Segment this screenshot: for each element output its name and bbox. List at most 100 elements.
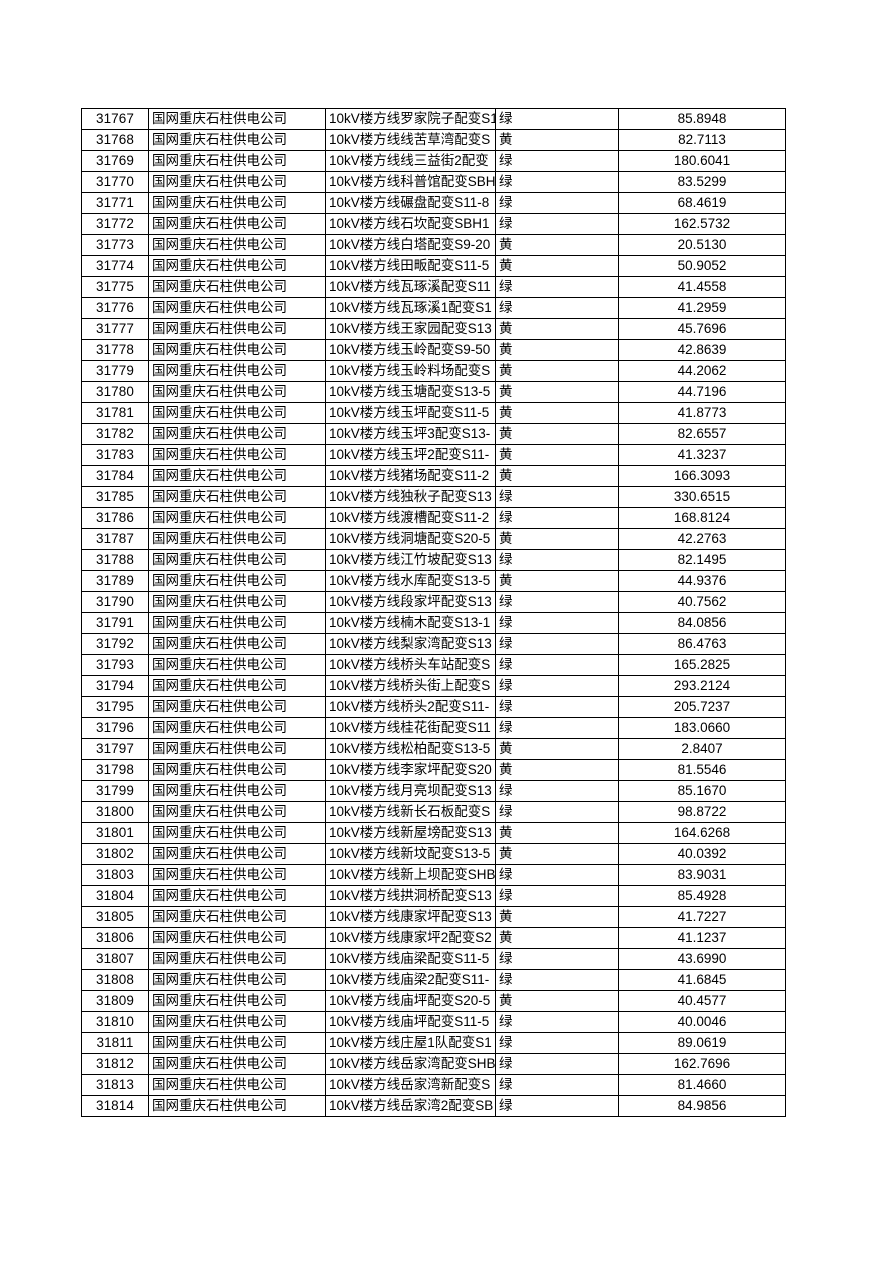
cell-color-label[interactable]: 绿 [495,801,619,823]
cell-color-label[interactable]: 绿 [495,108,619,130]
cell-value[interactable]: 20.5130 [618,234,786,256]
cell-value[interactable]: 85.1670 [618,780,786,802]
cell-record-id[interactable]: 31798 [81,759,149,781]
cell-color-label[interactable]: 黄 [495,906,619,928]
cell-device-name[interactable]: 10kV楼方线李家坪配变S20 [325,759,496,781]
cell-color-label[interactable]: 绿 [495,696,619,718]
cell-value[interactable]: 41.2959 [618,297,786,319]
cell-value[interactable]: 68.4619 [618,192,786,214]
cell-value[interactable]: 166.3093 [618,465,786,487]
cell-value[interactable]: 86.4763 [618,633,786,655]
cell-organization[interactable]: 国网重庆石柱供电公司 [148,150,326,172]
cell-device-name[interactable]: 10kV楼方线瓦琢溪1配变S1 [325,297,496,319]
cell-record-id[interactable]: 31779 [81,360,149,382]
cell-organization[interactable]: 国网重庆石柱供电公司 [148,990,326,1012]
cell-value[interactable]: 44.9376 [618,570,786,592]
cell-organization[interactable]: 国网重庆石柱供电公司 [148,801,326,823]
cell-color-label[interactable]: 黄 [495,528,619,550]
cell-record-id[interactable]: 31780 [81,381,149,403]
cell-color-label[interactable]: 黄 [495,255,619,277]
table-row[interactable]: 31773 国网重庆石柱供电公司 10kV楼方线白塔配变S9-20 黄 20.5130 [81,234,786,256]
table-row[interactable]: 31790 国网重庆石柱供电公司 10kV楼方线段家坪配变S13 绿 40.7562 [81,591,786,613]
cell-device-name[interactable]: 10kV楼方线田畈配变S11-5 [325,255,496,277]
cell-device-name[interactable]: 10kV楼方线渡槽配变S11-2 [325,507,496,529]
cell-organization[interactable]: 国网重庆石柱供电公司 [148,549,326,571]
table-row[interactable]: 31778 国网重庆石柱供电公司 10kV楼方线玉岭配变S9-50 黄 42.8639 [81,339,786,361]
cell-color-label[interactable]: 绿 [495,192,619,214]
cell-color-label[interactable]: 绿 [495,969,619,991]
cell-organization[interactable]: 国网重庆石柱供电公司 [148,276,326,298]
cell-record-id[interactable]: 31771 [81,192,149,214]
cell-organization[interactable]: 国网重庆石柱供电公司 [148,612,326,634]
cell-value[interactable]: 41.1237 [618,927,786,949]
table-row[interactable]: 31791 国网重庆石柱供电公司 10kV楼方线楠木配变S13-1 绿 84.0856 [81,612,786,634]
cell-organization[interactable]: 国网重庆石柱供电公司 [148,843,326,865]
cell-record-id[interactable]: 31775 [81,276,149,298]
cell-device-name[interactable]: 10kV楼方线线苦草湾配变S [325,129,496,151]
cell-value[interactable]: 44.7196 [618,381,786,403]
cell-record-id[interactable]: 31773 [81,234,149,256]
cell-value[interactable]: 205.7237 [618,696,786,718]
cell-device-name[interactable]: 10kV楼方线水库配变S13-5 [325,570,496,592]
cell-organization[interactable]: 国网重庆石柱供电公司 [148,444,326,466]
cell-record-id[interactable]: 31797 [81,738,149,760]
cell-value[interactable]: 183.0660 [618,717,786,739]
cell-color-label[interactable]: 绿 [495,1074,619,1096]
table-row[interactable]: 31814 国网重庆石柱供电公司 10kV楼方线岳家湾2配变SB 绿 84.9856 [81,1095,786,1117]
cell-value[interactable]: 83.5299 [618,171,786,193]
cell-record-id[interactable]: 31778 [81,339,149,361]
cell-device-name[interactable]: 10kV楼方线庄屋1队配变S1 [325,1032,496,1054]
cell-device-name[interactable]: 10kV楼方线岳家湾2配变SB [325,1095,496,1117]
table-row[interactable]: 31776 国网重庆石柱供电公司 10kV楼方线瓦琢溪1配变S1 绿 41.2959 [81,297,786,319]
cell-value[interactable]: 180.6041 [618,150,786,172]
cell-organization[interactable]: 国网重庆石柱供电公司 [148,255,326,277]
cell-value[interactable]: 2.8407 [618,738,786,760]
cell-organization[interactable]: 国网重庆石柱供电公司 [148,696,326,718]
cell-record-id[interactable]: 31792 [81,633,149,655]
table-row[interactable]: 31770 国网重庆石柱供电公司 10kV楼方线科普馆配变SBH 绿 83.5299 [81,171,786,193]
table-row[interactable]: 31794 国网重庆石柱供电公司 10kV楼方线桥头街上配变S 绿 293.2124 [81,675,786,697]
table-row[interactable]: 31785 国网重庆石柱供电公司 10kV楼方线独秋子配变S13 绿 330.6515 [81,486,786,508]
cell-device-name[interactable]: 10kV楼方线罗家院子配变S1 [325,108,496,130]
cell-color-label[interactable]: 黄 [495,402,619,424]
cell-value[interactable]: 162.5732 [618,213,786,235]
cell-record-id[interactable]: 31767 [81,108,149,130]
cell-value[interactable]: 168.8124 [618,507,786,529]
cell-color-label[interactable]: 绿 [495,1053,619,1075]
cell-device-name[interactable]: 10kV楼方线康家坪2配变S2 [325,927,496,949]
cell-device-name[interactable]: 10kV楼方线碾盘配变S11-8 [325,192,496,214]
cell-record-id[interactable]: 31801 [81,822,149,844]
cell-color-label[interactable]: 绿 [495,633,619,655]
cell-device-name[interactable]: 10kV楼方线楠木配变S13-1 [325,612,496,634]
table-row[interactable]: 31793 国网重庆石柱供电公司 10kV楼方线桥头车站配变S 绿 165.2825 [81,654,786,676]
cell-organization[interactable]: 国网重庆石柱供电公司 [148,885,326,907]
table-row[interactable]: 31782 国网重庆石柱供电公司 10kV楼方线玉坪3配变S13- 黄 82.6557 [81,423,786,445]
cell-value[interactable]: 42.8639 [618,339,786,361]
cell-record-id[interactable]: 31809 [81,990,149,1012]
table-row[interactable]: 31771 国网重庆石柱供电公司 10kV楼方线碾盘配变S11-8 绿 68.4619 [81,192,786,214]
cell-record-id[interactable]: 31776 [81,297,149,319]
cell-device-name[interactable]: 10kV楼方线桥头2配变S11- [325,696,496,718]
cell-record-id[interactable]: 31795 [81,696,149,718]
cell-color-label[interactable]: 绿 [495,549,619,571]
cell-organization[interactable]: 国网重庆石柱供电公司 [148,633,326,655]
cell-color-label[interactable]: 黄 [495,339,619,361]
cell-organization[interactable]: 国网重庆石柱供电公司 [148,738,326,760]
cell-device-name[interactable]: 10kV楼方线拱洞桥配变S13 [325,885,496,907]
cell-record-id[interactable]: 31807 [81,948,149,970]
cell-color-label[interactable]: 绿 [495,1011,619,1033]
table-row[interactable]: 31813 国网重庆石柱供电公司 10kV楼方线岳家湾新配变S 绿 81.4660 [81,1074,786,1096]
cell-value[interactable]: 40.0392 [618,843,786,865]
cell-organization[interactable]: 国网重庆石柱供电公司 [148,1074,326,1096]
cell-record-id[interactable]: 31806 [81,927,149,949]
cell-record-id[interactable]: 31793 [81,654,149,676]
cell-device-name[interactable]: 10kV楼方线新坟配变S13-5 [325,843,496,865]
cell-color-label[interactable]: 绿 [495,1095,619,1117]
cell-record-id[interactable]: 31768 [81,129,149,151]
cell-record-id[interactable]: 31782 [81,423,149,445]
cell-value[interactable]: 81.4660 [618,1074,786,1096]
cell-record-id[interactable]: 31774 [81,255,149,277]
cell-device-name[interactable]: 10kV楼方线庙坪配变S11-5 [325,1011,496,1033]
cell-record-id[interactable]: 31781 [81,402,149,424]
cell-organization[interactable]: 国网重庆石柱供电公司 [148,1095,326,1117]
